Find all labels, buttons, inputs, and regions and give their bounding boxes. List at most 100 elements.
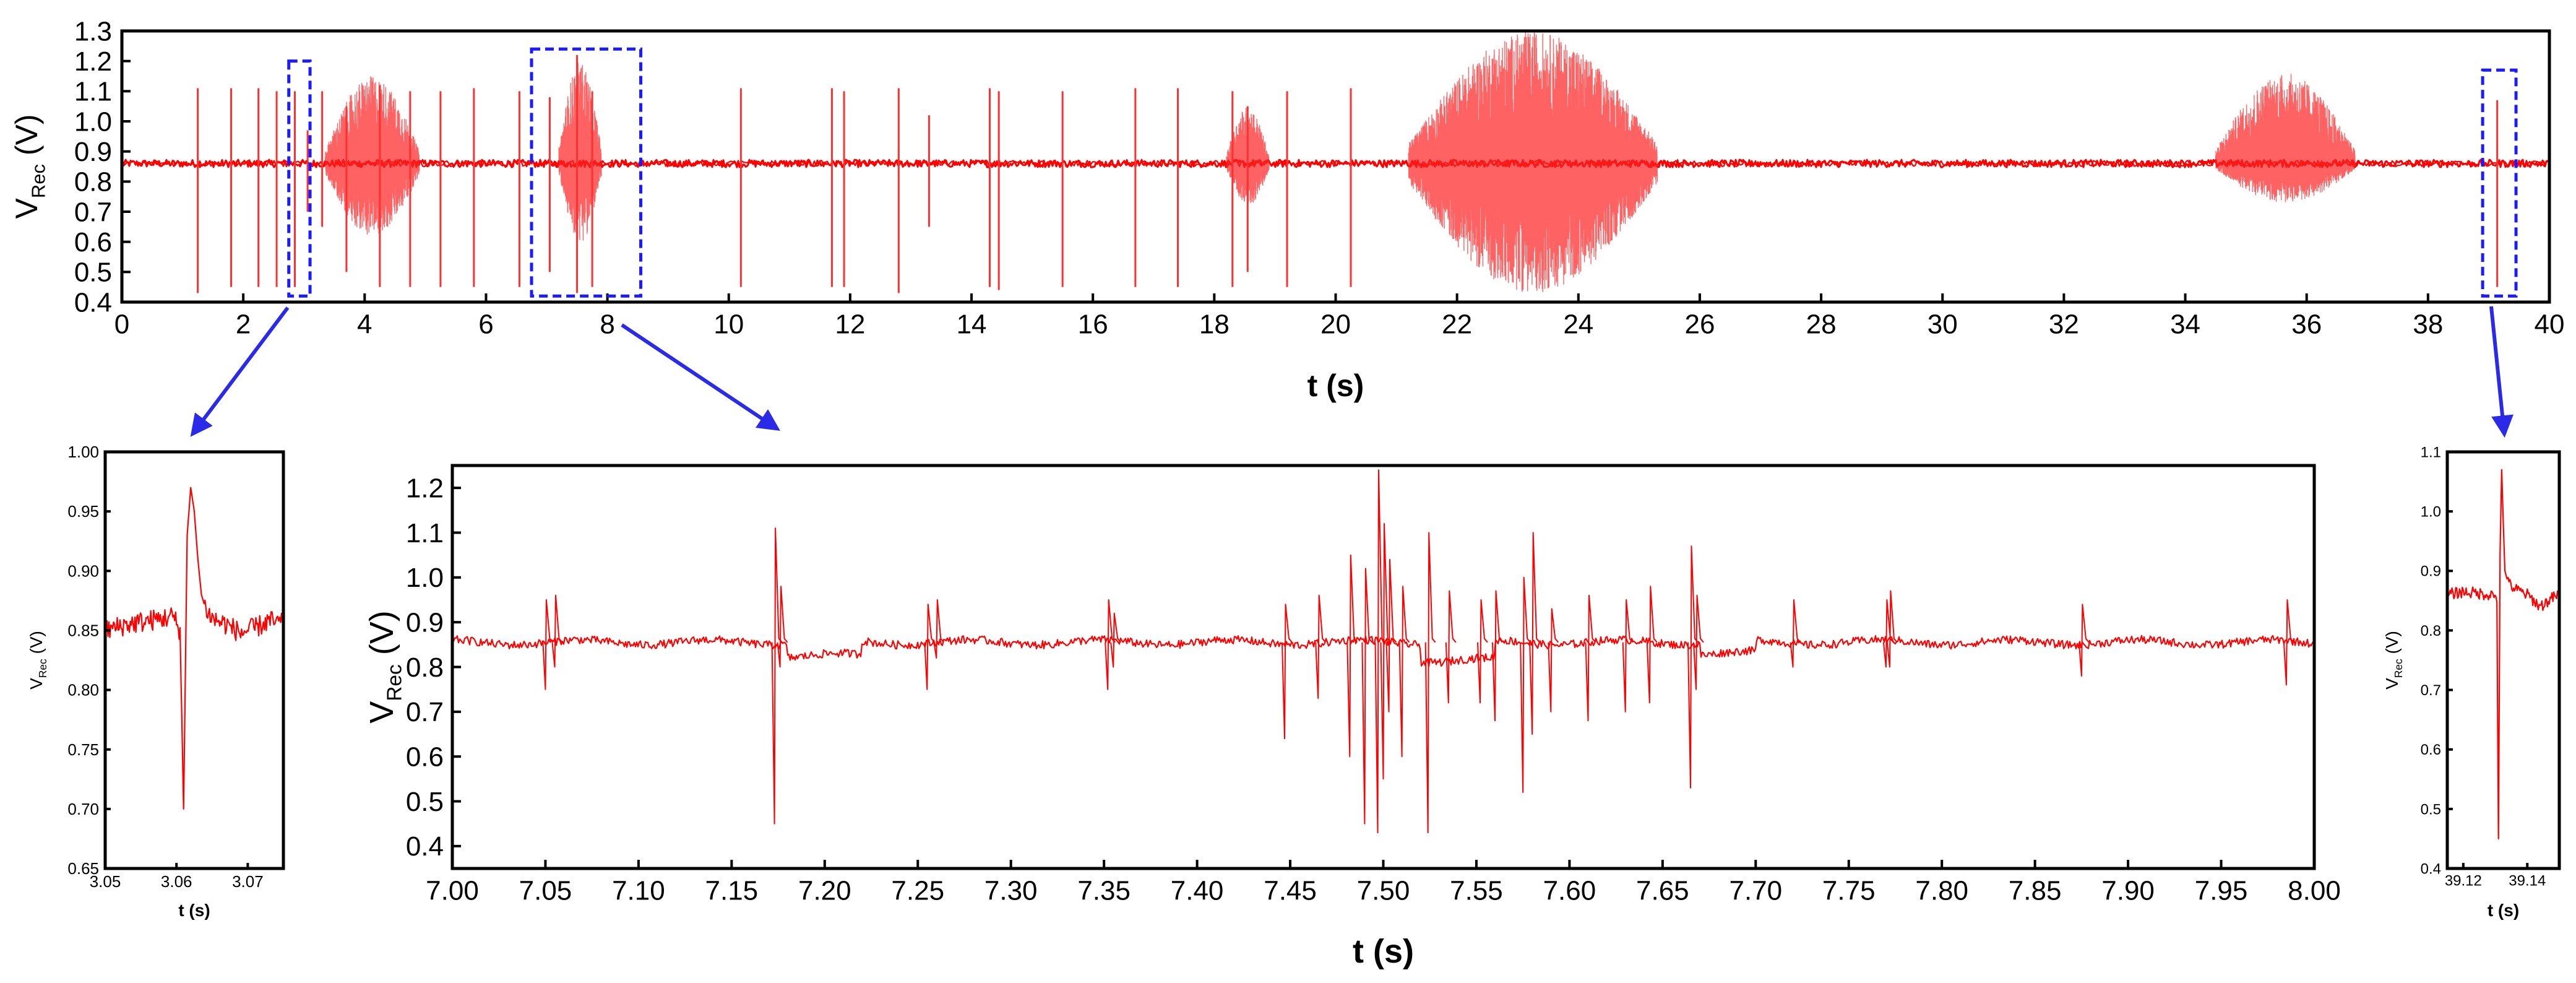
arrow-to-main-zoom	[621, 323, 780, 431]
y-label-sub: Rec	[28, 164, 50, 198]
x-axis-label: t (s)	[178, 901, 210, 920]
x-tick-label: 7.15	[705, 876, 759, 906]
x-tick-label: 28	[1806, 310, 1837, 340]
x-tick-label: 7.60	[1543, 876, 1596, 906]
y-label-unit: (V)	[2382, 631, 2402, 659]
y-tick-label: 1.00	[67, 443, 99, 461]
x-tick-label: 12	[835, 310, 865, 340]
y-axis-label: VRec (V)	[9, 114, 50, 219]
x-tick-label: 7.80	[1915, 876, 1968, 906]
spike-mark	[1687, 545, 1699, 789]
zoom-right-traces	[2447, 469, 2559, 839]
x-tick-label: 18	[1199, 310, 1230, 340]
y-axis-label: VRec (V)	[27, 631, 49, 690]
spike-mark	[1886, 590, 1898, 668]
y-tick-label: 0.7	[74, 197, 112, 227]
y-tick-label: 0.9	[406, 608, 444, 638]
x-tick-label: 7.85	[2009, 876, 2062, 906]
spike-mark	[1361, 568, 1373, 825]
x-tick-label: 3.06	[161, 872, 192, 891]
y-label-main: V	[2382, 678, 2402, 690]
y-label-sub: Rec	[384, 664, 407, 701]
y-tick-label: 0.5	[406, 787, 444, 817]
y-tick-label: 0.4	[2421, 860, 2441, 877]
x-tick-label: 3.05	[90, 872, 121, 891]
spike-mark	[1346, 554, 1358, 758]
spike-mark	[777, 586, 788, 668]
spike-mark	[1385, 558, 1397, 712]
spike-mark	[924, 604, 936, 690]
y-tick-label: 0.9	[74, 137, 112, 167]
arrow-to-left-zoom	[190, 306, 290, 437]
y-axis-label: VRec (V)	[2382, 631, 2405, 690]
x-tick-label: 39.12	[2445, 873, 2482, 890]
x-tick-label: 7.70	[1729, 876, 1782, 906]
x-tick-label: 14	[957, 310, 987, 340]
x-tick-label: 16	[1078, 310, 1108, 340]
x-tick-label: 7.00	[426, 876, 479, 906]
spike-mark	[1477, 599, 1488, 704]
y-tick-label: 0.7	[406, 697, 444, 727]
x-tick-label: 7.20	[798, 876, 851, 906]
spike-mark	[1380, 523, 1392, 780]
y-label-sub: Rec	[2392, 659, 2405, 678]
x-axis-label: t (s)	[1353, 933, 1414, 970]
spike-mark	[1374, 469, 1386, 834]
x-tick-label: 7.45	[1264, 876, 1317, 906]
y-tick-label: 0.80	[67, 681, 99, 699]
y-tick-label: 0.4	[74, 287, 112, 318]
spike-mark	[1445, 590, 1457, 704]
y-tick-label: 0.90	[67, 561, 99, 580]
burst-trace	[1408, 32, 1658, 292]
spike-mark	[1492, 590, 1503, 722]
zoom-main-traces	[452, 469, 2314, 834]
spike-mark	[542, 599, 554, 690]
zoom-box	[530, 47, 643, 298]
y-label-sub: Rec	[37, 659, 49, 678]
x-tick-label: 8	[600, 310, 614, 340]
spike-mark	[1105, 599, 1116, 690]
y-tick-label: 0.8	[74, 167, 112, 197]
x-tick-label: 7.65	[1636, 876, 1689, 906]
x-tick-label: 10	[713, 310, 744, 340]
spike-mark	[1529, 532, 1540, 735]
x-tick-label: 7.55	[1450, 876, 1503, 906]
spike-mark	[1282, 604, 1293, 740]
zoom-left-chart: 3.05 3.06 3.07 0.65 0.70 0.75 0.80 0.85 0.90 0.95…	[27, 443, 285, 920]
zoom-box	[287, 59, 312, 298]
y-tick-label: 0.70	[67, 800, 99, 818]
y-tick-label: 0.65	[67, 859, 99, 878]
x-tick-label: 7.50	[1357, 876, 1410, 906]
x-tick-label: 8.00	[2288, 876, 2341, 906]
x-tick-label: 30	[1928, 310, 1958, 340]
spike-mark	[1882, 599, 1894, 668]
x-tick-label: 7.90	[2101, 876, 2155, 906]
spike-mark	[1585, 594, 1596, 722]
x-tick-label: 24	[1563, 310, 1593, 340]
y-tick-label: 0.6	[406, 742, 444, 773]
y-tick-label: 0.85	[67, 621, 99, 640]
y-tick-label: 0.8	[406, 652, 444, 683]
x-tick-label: 36	[2291, 310, 2322, 340]
x-tick-label: 7.95	[2195, 876, 2248, 906]
x-tick-label: 0	[114, 310, 129, 340]
spike-mark	[1110, 612, 1121, 668]
spike-mark	[1790, 599, 1801, 668]
spike-mark	[1520, 576, 1531, 793]
overview-chart: 0 2 4 6 8 10 12 14 16 18 20 22 24 26 28 30 32 34 36 38 400.4…	[9, 16, 2564, 403]
zoom-left-traces	[105, 487, 283, 810]
x-tick-label: 20	[1320, 310, 1351, 340]
x-tick-label: 6	[478, 310, 493, 340]
y-tick-label: 1.2	[406, 474, 444, 504]
y-tick-label: 0.4	[406, 831, 444, 862]
spike-mark	[551, 594, 563, 668]
y-tick-label: 0.5	[74, 258, 112, 288]
x-tick-label: 22	[1442, 310, 1472, 340]
y-tick-label: 1.0	[2421, 504, 2441, 521]
spike-mark	[1315, 594, 1326, 699]
y-tick-label: 1.3	[74, 16, 112, 46]
x-tick-label: 38	[2413, 310, 2443, 340]
x-tick-label: 34	[2170, 310, 2200, 340]
y-label-unit: (V)	[27, 631, 46, 659]
y-label-main: V	[27, 678, 46, 690]
